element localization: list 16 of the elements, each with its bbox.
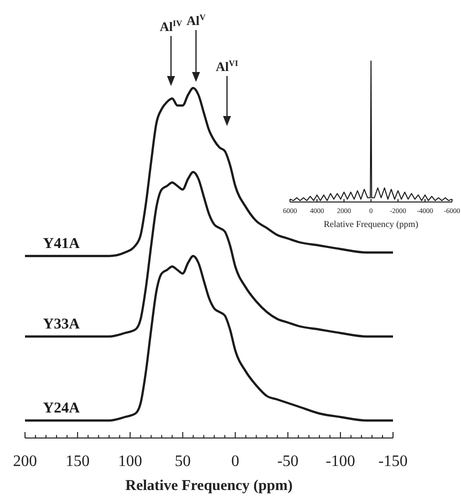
series-label: Y33A xyxy=(43,316,80,332)
x-tick-label: 0 xyxy=(231,453,240,470)
x-tick-label: 150 xyxy=(66,453,90,470)
x-tick-label: -50 xyxy=(277,453,299,470)
series-label: Y24A xyxy=(43,400,80,416)
x-axis-title: Relative Frequency (ppm) xyxy=(125,478,293,494)
text: Al$^{VI}$ xyxy=(216,58,238,74)
x-tick-label: 100 xyxy=(118,453,142,470)
x-tick-label: 50 xyxy=(174,453,191,470)
x-tick-label: 200 xyxy=(13,453,37,470)
x-axis-title: Relative Frequency (ppm) xyxy=(324,219,418,229)
x-tick-label: -150 xyxy=(378,453,408,470)
text: Al$^{IV}$ xyxy=(160,18,182,34)
text: Al$^{V}$ xyxy=(186,12,206,28)
x-tick-label: -100 xyxy=(326,453,356,470)
series-label: Y41A xyxy=(43,236,80,252)
